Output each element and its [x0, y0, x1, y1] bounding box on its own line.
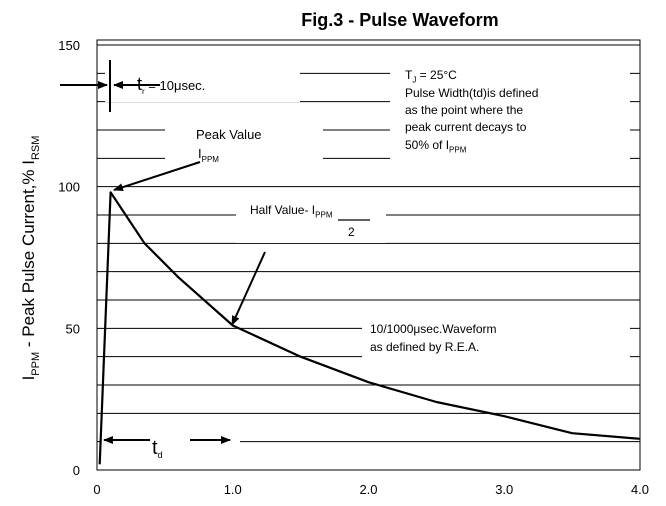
annotation: peak current decays to [405, 120, 527, 134]
annotation: 2 [348, 225, 355, 239]
x-tick-label: 1.0 [224, 482, 242, 497]
y-tick-label: 150 [58, 38, 80, 53]
x-tick-label: 3.0 [495, 482, 513, 497]
label-backgrounds [100, 62, 630, 460]
plot-frame [96, 39, 641, 471]
text-part: I [198, 146, 202, 161]
x-tick-label: 2.0 [359, 482, 377, 497]
annotation: Half Value- IPPM [250, 203, 333, 220]
subscript: PPM [202, 155, 220, 164]
x-tick-label: 0 [93, 482, 100, 497]
text-part: T [405, 68, 413, 82]
annotation: IPPM [198, 146, 219, 164]
text-part: peak current decays to [405, 120, 527, 134]
arrow [231, 251, 266, 326]
annotation: Pulse Width(td)is defined [405, 86, 538, 100]
y-tick-label: 100 [58, 180, 80, 195]
annotation: TJ = 25°C [405, 68, 457, 85]
text-part: 2 [348, 225, 355, 239]
subscript: J [412, 76, 416, 85]
text-part: 10/1000μsec.Waveform [370, 322, 497, 336]
annotation: as the point where the [405, 103, 523, 117]
annotation: td [152, 437, 163, 460]
subscript: RSM [30, 136, 42, 160]
annotation: as defined by R.E.A. [370, 340, 479, 354]
label-bg [165, 122, 323, 168]
subscript: PPM [449, 146, 467, 155]
text-part: as defined by R.E.A. [370, 340, 479, 354]
annotation: 10/1000μsec.Waveform [370, 322, 497, 336]
label-bg [165, 66, 300, 102]
y-tick-label: 50 [66, 321, 80, 336]
label-bg [362, 316, 630, 358]
text-part: t [137, 74, 142, 94]
chart-title: Fig.3 - Pulse Waveform [301, 10, 498, 30]
y-axis-label: IPPM - Peak Pulse Current,% IRSM [19, 136, 42, 381]
text-part: - Peak Pulse Current,% I [19, 160, 38, 352]
text-part: = 25°C [416, 68, 457, 82]
text-part: as the point where the [405, 103, 523, 117]
text-part: Pulse Width(td)is defined [405, 86, 538, 100]
annotation: tr = 10μsec. [137, 74, 205, 96]
label-bg [100, 425, 240, 460]
text-part: Peak Value [196, 127, 262, 142]
text-part: I [19, 376, 38, 381]
subscript: PPM [315, 211, 333, 220]
arrows [60, 60, 370, 444]
annotation: Peak Value [196, 127, 262, 142]
arrow [113, 161, 201, 192]
text-part: 50% of I [405, 138, 449, 152]
subscript: r [142, 87, 145, 96]
series-line [98, 191, 641, 465]
x-tick-label: 4.0 [631, 482, 649, 497]
annotation: 50% of IPPM [405, 138, 467, 155]
text-part: Half Value- I [250, 203, 315, 217]
label-bg [390, 62, 630, 162]
subscript: d [158, 450, 163, 460]
text-part: t [152, 437, 158, 459]
y-tick-label: 0 [73, 463, 80, 478]
subscript: PPM [30, 352, 42, 376]
text-part: = 10μsec. [145, 78, 206, 93]
